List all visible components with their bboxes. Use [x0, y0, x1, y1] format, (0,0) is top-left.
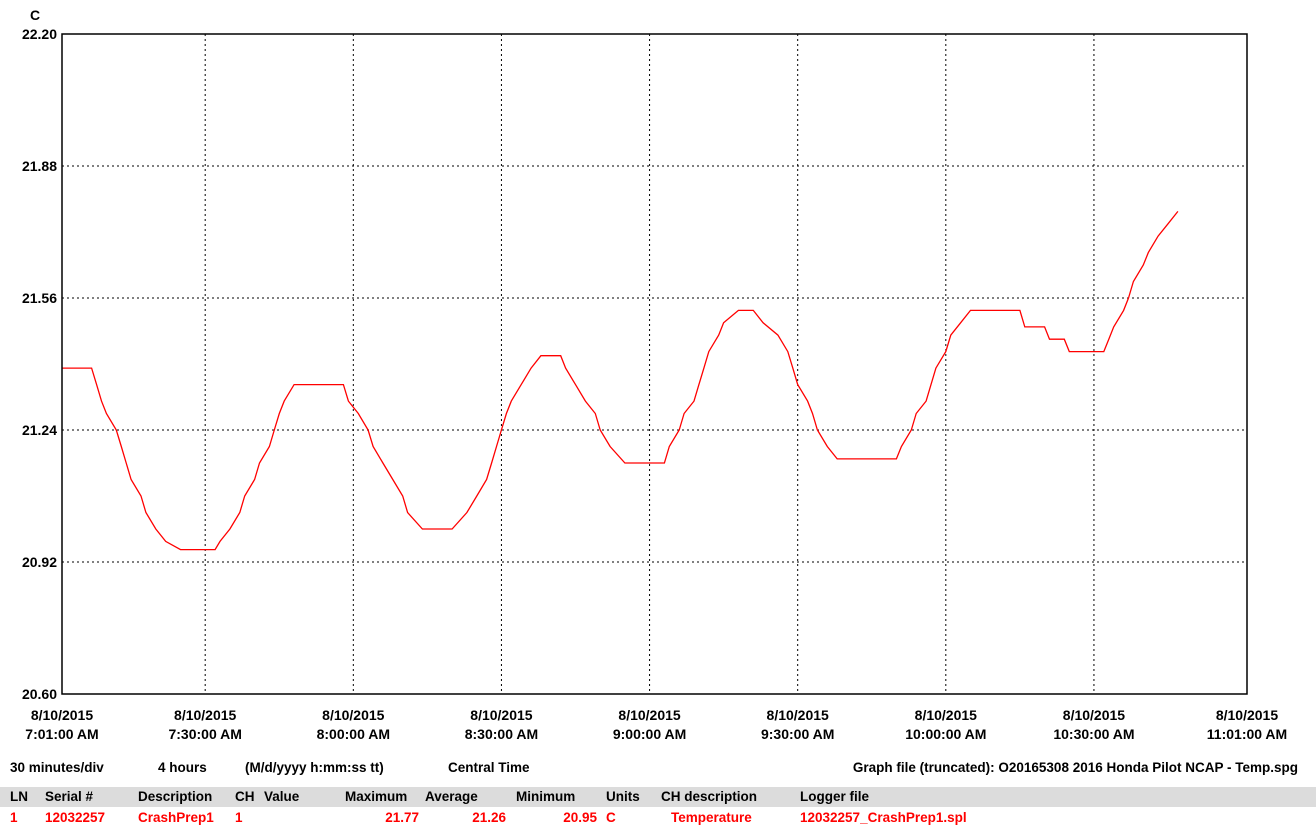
- y-tick-label: 20.92: [22, 554, 57, 570]
- temperature-series-line: [62, 211, 1178, 549]
- legend-header-ch-description: CH description: [661, 789, 757, 804]
- legend-header-description: Description: [138, 789, 212, 804]
- x-tick-time: 10:00:00 AM: [905, 726, 986, 742]
- temperature-chart: C 22.20 21.88 21.56 21.24 20.92 20.60 8/10/20…: [0, 0, 1316, 760]
- plot-area-border: [62, 34, 1247, 694]
- x-tick-date: 8/10/2015: [174, 707, 236, 723]
- legend-header-serial: Serial #: [45, 789, 93, 804]
- y-tick-label: 21.24: [22, 422, 57, 438]
- legend-ch: 1: [235, 810, 243, 825]
- legend-header-ch: CH: [235, 789, 255, 804]
- legend-header-logger-file: Logger file: [800, 789, 869, 804]
- y-tick-label: 21.88: [22, 158, 57, 174]
- x-tick-time: 9:30:00 AM: [761, 726, 834, 742]
- y-axis-unit: C: [30, 7, 40, 23]
- y-tick-label: 21.56: [22, 290, 57, 306]
- x-tick-time: 7:30:00 AM: [168, 726, 241, 742]
- x-tick-labels: 8/10/2015 7:01:00 AM 8/10/2015 7:30:00 AM 8/…: [25, 707, 1287, 742]
- x-tick-date: 8/10/2015: [470, 707, 532, 723]
- x-tick-date: 8/10/2015: [915, 707, 977, 723]
- timezone-label: Central Time: [448, 760, 530, 775]
- legend-header-units: Units: [606, 789, 640, 804]
- legend-ln: 1: [10, 810, 18, 825]
- status-bar: 30 minutes/div 4 hours (M/d/yyyy h:mm:ss…: [0, 758, 1316, 780]
- y-tick-labels: 22.20 21.88 21.56 21.24 20.92 20.60: [22, 26, 57, 702]
- x-tick-date: 8/10/2015: [1216, 707, 1278, 723]
- legend-maximum: 21.77: [385, 810, 419, 825]
- legend-row: 1 12032257 CrashPrep1 1 21.77 21.26 20.9…: [0, 808, 1316, 828]
- span-label: 4 hours: [158, 760, 207, 775]
- y-tick-label: 20.60: [22, 686, 57, 702]
- legend-average: 21.26: [472, 810, 506, 825]
- legend-ch-description: Temperature: [671, 810, 752, 825]
- series-group: [62, 211, 1178, 549]
- x-tick-time: 8:30:00 AM: [465, 726, 538, 742]
- legend-header-maximum: Maximum: [345, 789, 407, 804]
- x-tick-date: 8/10/2015: [767, 707, 829, 723]
- x-tick-time: 9:00:00 AM: [613, 726, 686, 742]
- legend-serial: 12032257: [45, 810, 105, 825]
- x-tick-date: 8/10/2015: [31, 707, 93, 723]
- per-div-label: 30 minutes/div: [10, 760, 104, 775]
- graph-file-label: Graph file (truncated): O20165308 2016 H…: [853, 760, 1298, 775]
- legend-header-average: Average: [425, 789, 478, 804]
- y-tick-label: 22.20: [22, 26, 57, 42]
- legend-logger-file: 12032257_CrashPrep1.spl: [800, 810, 967, 825]
- legend-description: CrashPrep1: [138, 810, 214, 825]
- legend-header-ln: LN: [10, 789, 28, 804]
- x-tick-date: 8/10/2015: [618, 707, 680, 723]
- grid-lines: [62, 34, 1247, 694]
- legend-header: LN Serial # Description CH Value Maximum…: [0, 787, 1316, 807]
- x-tick-time: 8:00:00 AM: [317, 726, 390, 742]
- x-tick-time: 10:30:00 AM: [1053, 726, 1134, 742]
- x-tick-date: 8/10/2015: [1063, 707, 1125, 723]
- legend-units: C: [606, 810, 616, 825]
- legend-minimum: 20.95: [563, 810, 597, 825]
- x-tick-date: 8/10/2015: [322, 707, 384, 723]
- legend-header-minimum: Minimum: [516, 789, 575, 804]
- x-tick-time: 11:01:00 AM: [1207, 726, 1287, 742]
- date-format-label: (M/d/yyyy h:mm:ss tt): [245, 760, 384, 775]
- x-tick-time: 7:01:00 AM: [25, 726, 98, 742]
- legend-header-value: Value: [264, 789, 299, 804]
